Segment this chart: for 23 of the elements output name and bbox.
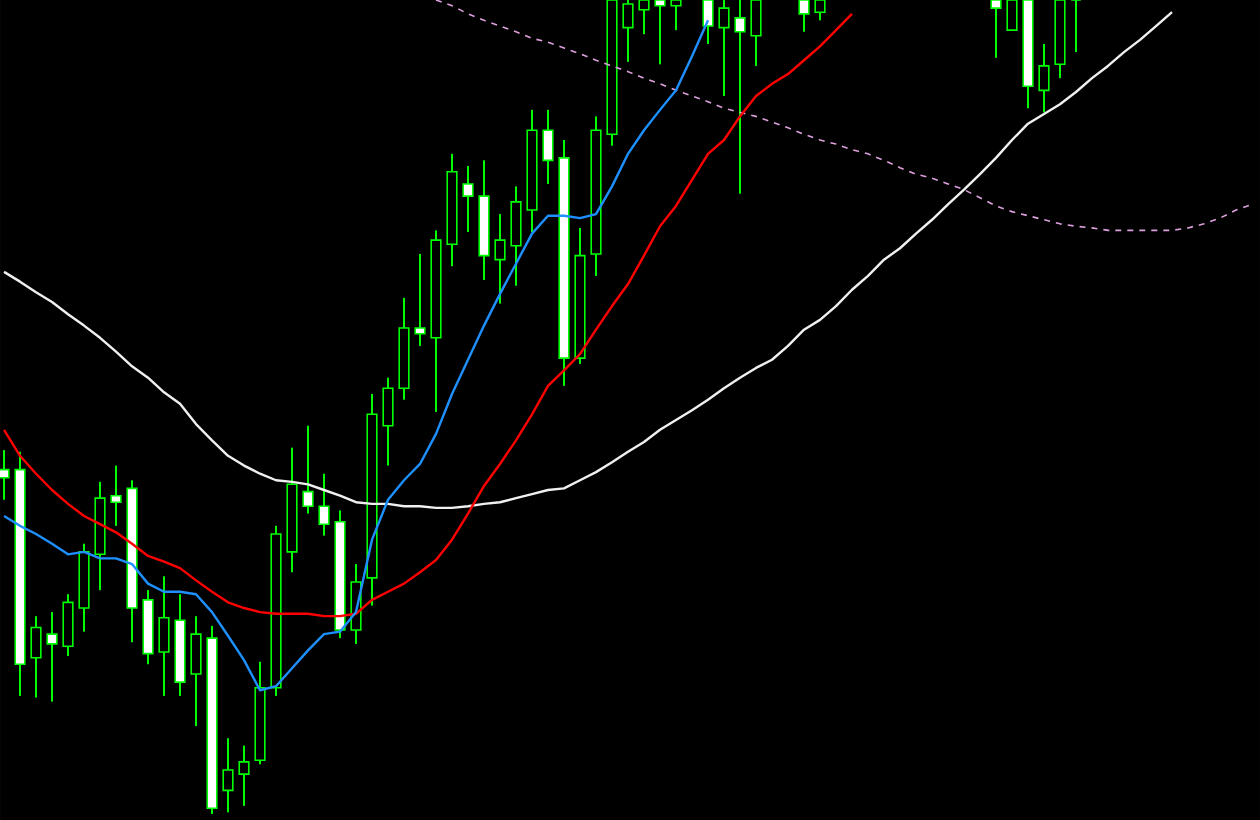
candlestick	[46, 611, 58, 703]
candlestick	[462, 165, 474, 233]
candlestick	[494, 213, 506, 305]
candlestick	[990, 0, 1002, 59]
candlestick	[62, 593, 74, 658]
candlestick	[382, 376, 394, 467]
candlestick	[542, 108, 554, 185]
candlestick	[30, 615, 42, 699]
candlestick	[734, 0, 746, 195]
candlestick	[238, 744, 250, 807]
candlestick	[654, 0, 666, 66]
candlestick	[702, 0, 714, 45]
candlestick	[222, 737, 234, 814]
candlestick	[798, 0, 810, 33]
candlestick	[110, 464, 122, 527]
candlestick	[318, 472, 330, 537]
candlestick	[510, 185, 522, 287]
candlestick	[190, 615, 202, 728]
candlestick	[1038, 42, 1050, 114]
candlestick	[302, 424, 314, 515]
candlestick	[414, 252, 426, 347]
candlestick	[158, 575, 170, 697]
candlestick	[0, 449, 10, 501]
